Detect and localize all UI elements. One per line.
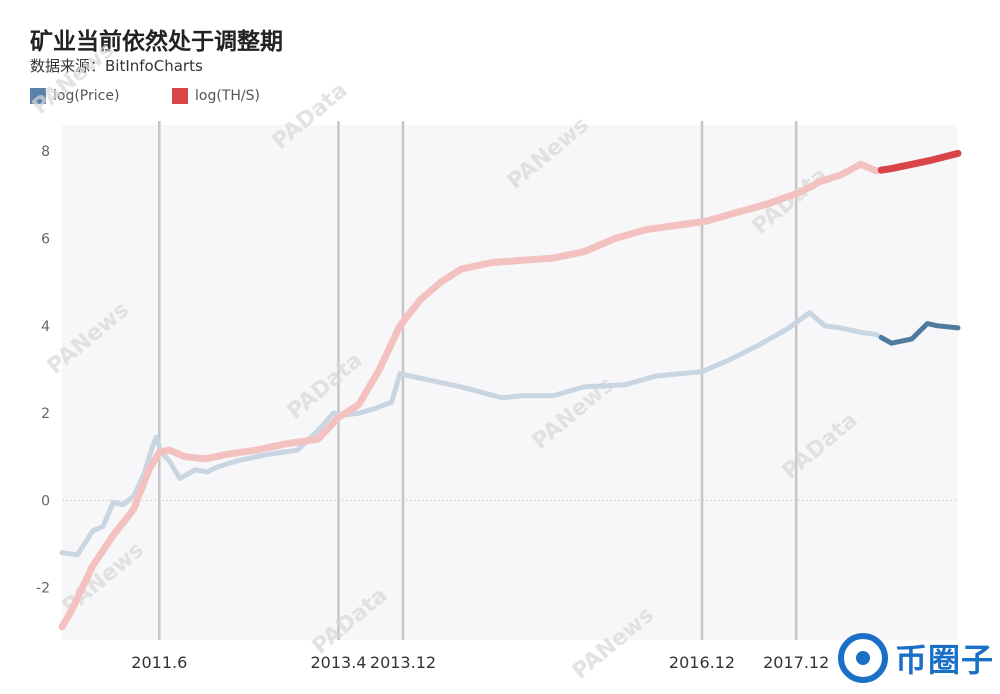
y-tick-label: -2 xyxy=(36,581,50,597)
legend-label-hashrate: log(TH/S) xyxy=(195,88,260,104)
legend: log(Price) log(TH/S) xyxy=(30,88,314,104)
y-tick-label: 2 xyxy=(41,406,50,422)
y-tick-label: 8 xyxy=(41,144,50,160)
event-label: 2016.12 xyxy=(669,653,735,672)
event-label: 2013.4 xyxy=(310,653,366,672)
series-line-hashrate-history xyxy=(58,160,885,631)
brand-logo-icon xyxy=(837,633,888,683)
event-label: 2017.12 xyxy=(763,653,829,672)
brand-logo: 币圈子 xyxy=(837,632,994,684)
legend-label-price: log(Price) xyxy=(53,88,120,104)
y-tick-label: 4 xyxy=(41,319,50,335)
legend-swatch-hashrate xyxy=(172,88,188,104)
chart-title: 矿业当前依然处于调整期 xyxy=(30,29,283,55)
series-line-price-history xyxy=(59,310,884,558)
event-label: 2011.6 xyxy=(131,653,187,672)
legend-item-price: log(Price) xyxy=(30,88,172,104)
chart-subtitle: 数据来源：BitInfoCharts xyxy=(30,57,203,75)
brand-text: 币圈子 xyxy=(894,641,994,679)
event-label: 2013.12 xyxy=(370,653,436,672)
series-line-hashrate-recent xyxy=(877,149,962,174)
watermark: PANews xyxy=(28,38,119,120)
legend-swatch-price xyxy=(30,88,46,104)
plot-background xyxy=(62,125,958,640)
y-tick-label: 6 xyxy=(41,231,50,247)
y-tick-label: 0 xyxy=(41,493,50,509)
series-line-price-recent xyxy=(878,321,961,346)
legend-item-hashrate: log(TH/S) xyxy=(172,88,314,104)
